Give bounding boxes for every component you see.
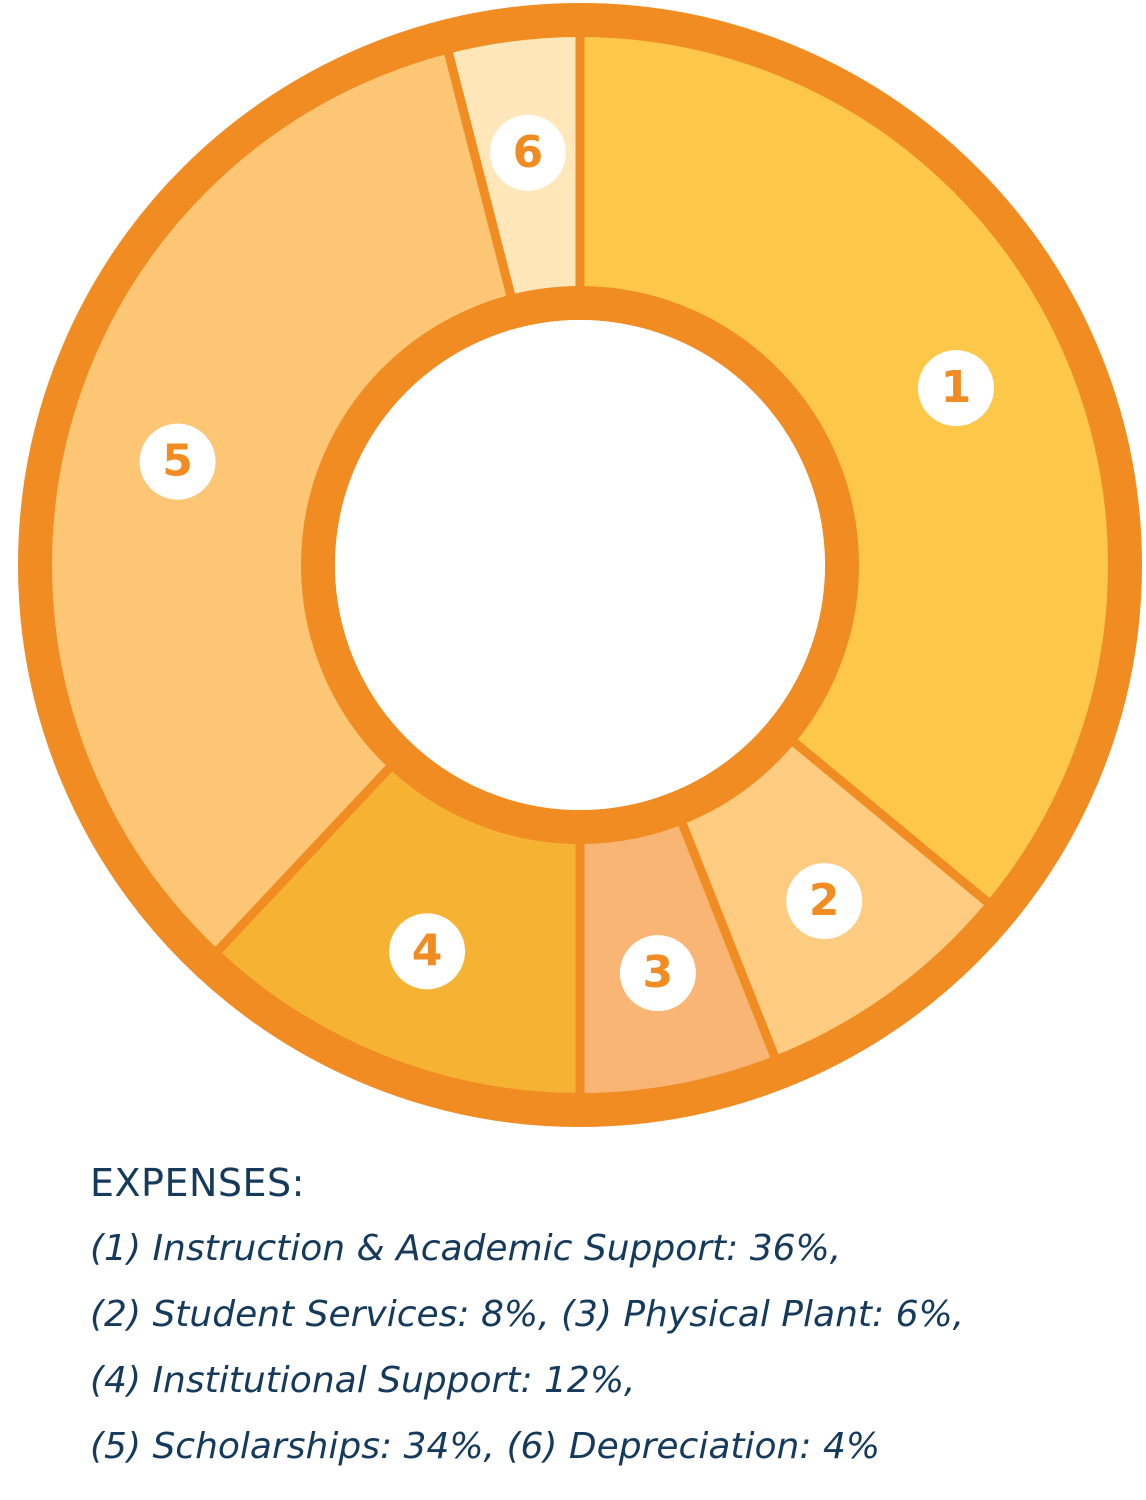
slice-label-1: 1 — [917, 350, 994, 427]
legend: EXPENSES: (1) Instruction & Academic Sup… — [90, 1150, 1130, 1480]
slice-label-number-6: 6 — [513, 127, 544, 178]
slice-separator-5 — [203, 752, 404, 966]
slice-label-number-2: 2 — [809, 875, 840, 926]
outer-ring — [18, 3, 1142, 1127]
slice-separator-6 — [440, 36, 520, 313]
slice-separator-2 — [779, 728, 1003, 916]
slice-1 — [580, 20, 1125, 913]
slice-5 — [35, 37, 515, 963]
slice-label-number-3: 3 — [643, 947, 674, 998]
slice-label-circle-3 — [619, 935, 696, 1012]
slice-label-3: 3 — [619, 935, 696, 1012]
legend-title: EXPENSES: — [90, 1161, 305, 1205]
slice-label-6: 6 — [489, 114, 566, 191]
slice-label-number-1: 1 — [941, 362, 972, 413]
donut-chart: 1 2 3 4 5 6 — [18, 3, 1142, 1127]
donut-hole — [335, 320, 825, 810]
slice-label-circle-6 — [489, 114, 566, 191]
inner-ring — [301, 286, 859, 844]
legend-line-1: (1) Instruction & Academic Support: 36%, — [90, 1228, 842, 1269]
legend-line-2: (2) Student Services: 8%, (3) Physical P… — [90, 1294, 965, 1335]
donut-rings — [18, 3, 1142, 1127]
slice-separator-3 — [672, 806, 785, 1074]
legend-line-4: (5) Scholarships: 34%, (6) Depreciation:… — [90, 1426, 881, 1467]
slice-labels: 1 2 3 4 5 6 — [139, 114, 994, 1012]
donut-slices — [35, 20, 1125, 1110]
slice-label-4: 4 — [389, 913, 466, 990]
slice-label-circle-2 — [786, 863, 863, 940]
slice-label-2: 2 — [786, 863, 863, 940]
slice-label-number-5: 5 — [162, 436, 193, 487]
slice-label-circle-1 — [917, 350, 994, 427]
slice-label-circle-4 — [389, 913, 466, 990]
slice-label-circle-5 — [139, 423, 216, 500]
slice-label-5: 5 — [139, 423, 216, 500]
slice-label-number-4: 4 — [412, 925, 443, 976]
legend-line-3: (4) Institutional Support: 12%, — [90, 1360, 636, 1401]
